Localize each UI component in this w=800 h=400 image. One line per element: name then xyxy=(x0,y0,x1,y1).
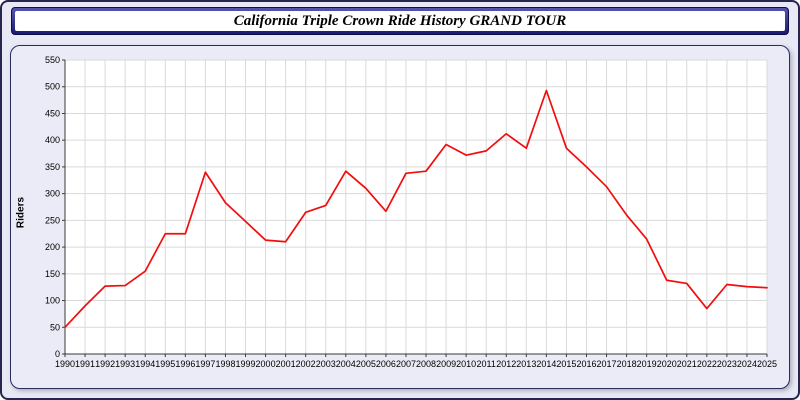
svg-text:2015: 2015 xyxy=(556,359,576,369)
svg-text:1993: 1993 xyxy=(115,359,135,369)
svg-text:2006: 2006 xyxy=(376,359,396,369)
svg-text:400: 400 xyxy=(45,135,60,145)
svg-text:2010: 2010 xyxy=(456,359,476,369)
svg-text:550: 550 xyxy=(45,55,60,65)
svg-text:2002: 2002 xyxy=(296,359,316,369)
svg-text:2004: 2004 xyxy=(336,359,356,369)
svg-text:2016: 2016 xyxy=(576,359,596,369)
svg-text:2019: 2019 xyxy=(637,359,657,369)
svg-text:2022: 2022 xyxy=(697,359,717,369)
svg-text:2013: 2013 xyxy=(516,359,536,369)
svg-text:1996: 1996 xyxy=(175,359,195,369)
chart-title: California Triple Crown Ride History GRA… xyxy=(15,11,785,31)
svg-text:500: 500 xyxy=(45,82,60,92)
svg-text:2018: 2018 xyxy=(617,359,637,369)
svg-text:150: 150 xyxy=(45,269,60,279)
svg-text:100: 100 xyxy=(45,296,60,306)
svg-text:2000: 2000 xyxy=(256,359,276,369)
svg-text:200: 200 xyxy=(45,242,60,252)
svg-text:1991: 1991 xyxy=(75,359,95,369)
svg-text:2008: 2008 xyxy=(416,359,436,369)
y-axis-label: Riders xyxy=(15,196,27,228)
svg-text:350: 350 xyxy=(45,162,60,172)
svg-text:2009: 2009 xyxy=(436,359,456,369)
svg-text:2003: 2003 xyxy=(316,359,336,369)
svg-text:2020: 2020 xyxy=(657,359,677,369)
svg-text:2014: 2014 xyxy=(536,359,556,369)
svg-text:450: 450 xyxy=(45,108,60,118)
svg-text:2017: 2017 xyxy=(597,359,617,369)
svg-text:1999: 1999 xyxy=(235,359,255,369)
svg-text:300: 300 xyxy=(45,189,60,199)
svg-text:2024: 2024 xyxy=(737,359,757,369)
svg-text:1997: 1997 xyxy=(195,359,215,369)
svg-text:2001: 2001 xyxy=(276,359,296,369)
svg-text:2012: 2012 xyxy=(496,359,516,369)
svg-text:1992: 1992 xyxy=(95,359,115,369)
svg-text:1990: 1990 xyxy=(55,359,75,369)
title-bar: California Triple Crown Ride History GRA… xyxy=(11,7,789,35)
svg-text:2025: 2025 xyxy=(757,359,777,369)
svg-text:2023: 2023 xyxy=(717,359,737,369)
svg-text:2007: 2007 xyxy=(396,359,416,369)
svg-text:0: 0 xyxy=(55,349,60,359)
svg-text:50: 50 xyxy=(50,322,60,332)
svg-text:1995: 1995 xyxy=(155,359,175,369)
svg-text:1994: 1994 xyxy=(135,359,155,369)
svg-text:2011: 2011 xyxy=(477,359,496,369)
svg-text:1998: 1998 xyxy=(215,359,235,369)
svg-text:2021: 2021 xyxy=(677,359,697,369)
chart-panel: Riders 0 50 100 150 200 250 300 350 400 450 500 550… xyxy=(10,45,790,389)
svg-text:250: 250 xyxy=(45,215,60,225)
svg-text:2005: 2005 xyxy=(356,359,376,369)
